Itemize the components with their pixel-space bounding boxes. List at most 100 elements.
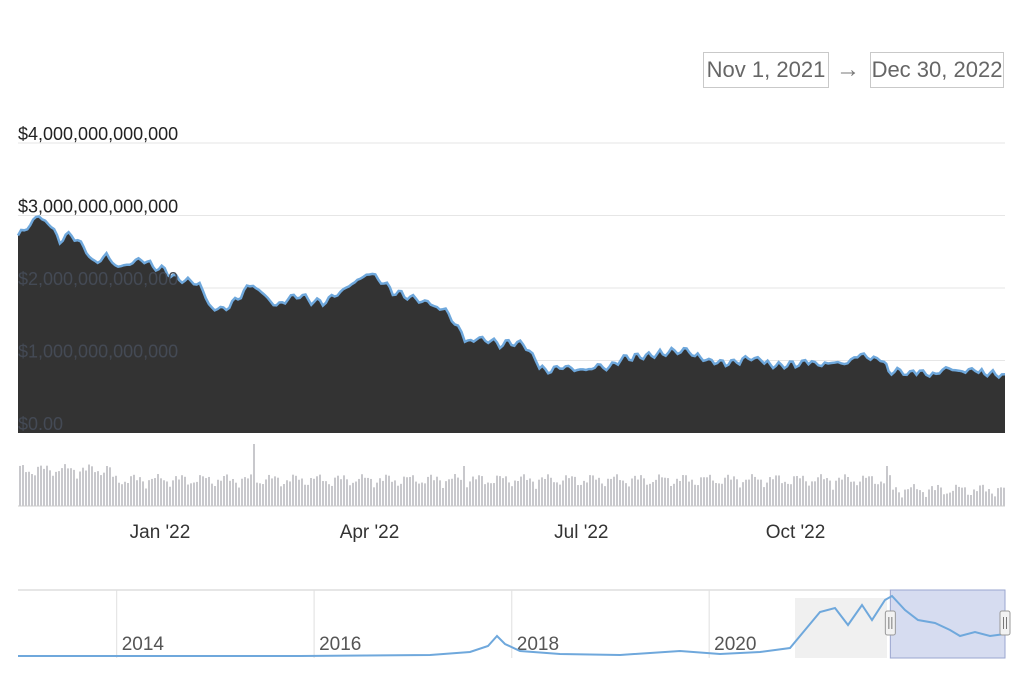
volume-bar: [631, 478, 633, 506]
volume-bar: [901, 497, 903, 506]
volume-bar: [391, 481, 393, 506]
volume-bar: [892, 489, 894, 506]
x-tick-label: Jul '22: [554, 522, 608, 543]
volume-bar: [976, 491, 978, 506]
volume-bar: [781, 483, 783, 506]
volume-bar: [118, 482, 120, 506]
volume-bar: [346, 479, 348, 506]
volume-bar: [130, 476, 132, 506]
navigator-right-handle[interactable]: [999, 610, 1011, 636]
volume-bar: [154, 478, 156, 506]
volume-bar: [643, 478, 645, 506]
navigator-left-handle[interactable]: [884, 610, 896, 636]
volume-bar: [460, 479, 462, 506]
volume-bar: [952, 490, 954, 506]
volume-bar: [616, 474, 618, 506]
volume-bar: [562, 480, 564, 506]
date-range-end-input[interactable]: Dec 30, 2022: [870, 52, 1004, 88]
volume-bar: [397, 485, 399, 506]
volume-bar: [916, 489, 918, 506]
volume-bar: [124, 481, 126, 506]
volume-bar: [79, 471, 81, 506]
volume-bar: [214, 486, 216, 506]
volume-bar: [877, 484, 879, 506]
volume-bar: [514, 480, 516, 506]
volume-bar: [880, 481, 882, 506]
volume-bar: [427, 476, 429, 506]
volume-bar: [958, 486, 960, 506]
volume-bar: [778, 475, 780, 506]
volume-bar: [736, 479, 738, 506]
volume-bar: [844, 474, 846, 506]
volume-bar: [127, 482, 129, 506]
volume-bar: [478, 475, 480, 506]
volume-bar: [82, 467, 84, 506]
volume-bar: [376, 482, 378, 506]
volume-bar: [751, 474, 753, 506]
x-axis-labels: Jan '22 Apr '22 Jul '22 Oct '22: [130, 522, 826, 543]
date-range-start-input[interactable]: Nov 1, 2021: [703, 52, 829, 88]
volume-bar: [577, 485, 579, 506]
volume-bar: [673, 483, 675, 506]
volume-bar: [706, 477, 708, 506]
volume-bar: [94, 472, 96, 506]
volume-bar: [64, 464, 66, 506]
volume-bar: [361, 474, 363, 506]
volume-bar: [421, 482, 423, 506]
volume-bar: [454, 474, 456, 506]
navigator-shade: [795, 598, 887, 658]
x-tick-label: Apr '22: [340, 522, 400, 543]
volume-bar: [472, 476, 474, 506]
volume-bar: [928, 489, 930, 506]
volume-bar: [961, 487, 963, 506]
volume-bar: [172, 480, 174, 506]
volume-bar: [145, 488, 147, 506]
volume-bar: [352, 482, 354, 506]
volume-bar: [580, 484, 582, 506]
volume-bar: [568, 478, 570, 506]
volume-bar: [28, 471, 30, 506]
volume-bar: [649, 483, 651, 506]
volume-bar: [148, 480, 150, 506]
volume-bar: [298, 479, 300, 506]
volume-bar: [709, 474, 711, 506]
volume-bar: [37, 466, 39, 506]
volume-bar: [280, 486, 282, 506]
volume-bar: [511, 486, 513, 506]
volume-bar: [769, 477, 771, 506]
volume-bar: [247, 478, 249, 506]
volume-bar: [463, 466, 465, 506]
volume-bar: [547, 474, 549, 506]
volume-bar: [739, 487, 741, 506]
volume-bar: [163, 480, 165, 506]
volume-bar: [331, 485, 333, 506]
volume-bar: [943, 494, 945, 506]
navigator-selection[interactable]: [889, 589, 1006, 659]
volume-bar: [187, 484, 189, 506]
volume-bar: [553, 482, 555, 506]
volume-bar: [274, 476, 276, 506]
volume-bar: [1003, 487, 1005, 506]
volume-bar: [814, 481, 816, 506]
volume-bar: [766, 482, 768, 506]
volume-bar: [121, 484, 123, 506]
volume-bar: [970, 494, 972, 506]
volume-bar: [211, 483, 213, 506]
volume-bar: [868, 476, 870, 506]
volume-bar: [691, 479, 693, 506]
x-tick-label: Oct '22: [766, 522, 826, 543]
volume-bar: [523, 474, 525, 506]
volume-bar: [277, 477, 279, 506]
volume-bar: [862, 475, 864, 506]
volume-bar: [313, 478, 315, 506]
navigator[interactable]: 20142016201820202022: [18, 589, 1011, 659]
volume-bar: [85, 470, 87, 506]
volume-bar: [259, 483, 261, 506]
volume-bar: [226, 474, 228, 506]
volume-bar: [604, 486, 606, 506]
volume-bar: [46, 465, 48, 506]
volume-bar: [889, 475, 891, 506]
volume-bar: [73, 469, 75, 506]
navigator-year-label: 2014: [122, 634, 165, 655]
